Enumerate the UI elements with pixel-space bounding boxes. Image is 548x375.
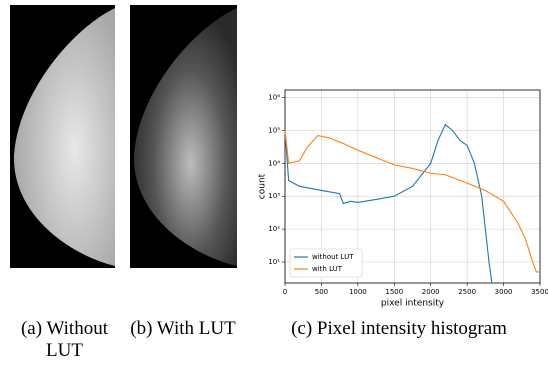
x-tick-label: 3000: [495, 288, 513, 296]
chart: 0 500 1000 1500 2000 2500 3000 3500 10¹ 10² 10³ 10⁴…: [258, 90, 548, 309]
y-tick-label: 10⁵: [268, 126, 280, 134]
y-axis-label: count: [258, 173, 268, 199]
x-tick-label: 500: [315, 288, 328, 296]
legend-label: with LUT: [312, 265, 343, 273]
y-tick-label: 10¹: [268, 258, 280, 266]
y-tick-label: 10⁴: [268, 159, 280, 167]
y-tick-label: 10³: [268, 192, 280, 200]
caption-a: (a) Without LUT: [2, 318, 127, 362]
x-tick-label: 1500: [385, 288, 403, 296]
x-tick-label: 2500: [458, 288, 476, 296]
y-tick-label: 10²: [268, 225, 280, 233]
y-tick-label: 10⁶: [268, 94, 280, 102]
x-tick-label: 1000: [349, 288, 367, 296]
caption-b: (b) With LUT: [128, 318, 238, 340]
x-tick-label: 0: [283, 288, 287, 296]
x-tick-label: 2000: [422, 288, 440, 296]
caption-c: (c) Pixel intensity histogram: [250, 318, 548, 340]
page: 0 500 1000 1500 2000 2500 3000 3500 10¹ 10² 10³ 10⁴…: [0, 0, 548, 375]
x-tick-label: 3500: [531, 288, 548, 296]
x-axis-label: pixel intensity: [381, 299, 445, 309]
legend-label: without LUT: [312, 253, 354, 261]
